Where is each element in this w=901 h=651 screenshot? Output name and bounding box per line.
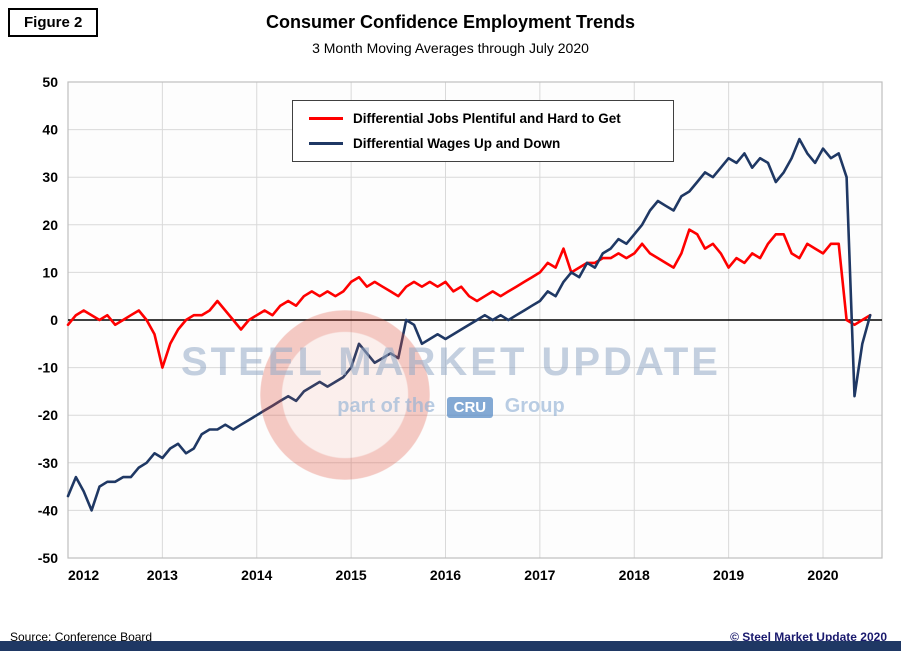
svg-text:40: 40	[42, 122, 58, 138]
chart-subtitle: 3 Month Moving Averages through July 202…	[312, 40, 589, 56]
chart-plot: 50 40 30 20 10 0 -10 -20 -30 -40 -50 2012 2013 2014 20…	[38, 74, 883, 583]
svg-text:0: 0	[50, 312, 58, 328]
chart-title: Consumer Confidence Employment Trends	[265, 12, 636, 32]
svg-text:2012: 2012	[68, 567, 99, 583]
svg-text:2018: 2018	[619, 567, 650, 583]
svg-text:2014: 2014	[241, 567, 272, 583]
legend-item-wages: Differential Wages Up and Down	[309, 136, 657, 151]
svg-text:-20: -20	[38, 407, 58, 423]
svg-text:50: 50	[42, 74, 58, 90]
legend-swatch-wages-line	[309, 142, 343, 145]
legend-label-wages: Differential Wages Up and Down	[353, 136, 561, 151]
bottom-accent-bar	[0, 641, 901, 651]
svg-text:10: 10	[42, 264, 58, 280]
legend-swatch-jobs-line	[309, 117, 343, 120]
svg-text:-40: -40	[38, 502, 58, 518]
svg-text:20: 20	[42, 217, 58, 233]
svg-text:30: 30	[42, 169, 58, 185]
svg-text:2020: 2020	[807, 567, 838, 583]
copyright-note: © Steel Market Update 2020	[730, 630, 887, 644]
svg-text:2019: 2019	[713, 567, 744, 583]
legend-label-jobs: Differential Jobs Plentiful and Hard to …	[353, 111, 621, 126]
svg-text:2013: 2013	[147, 567, 178, 583]
svg-text:2017: 2017	[524, 567, 555, 583]
legend-item-jobs: Differential Jobs Plentiful and Hard to …	[309, 111, 657, 126]
svg-text:-10: -10	[38, 360, 58, 376]
svg-text:2015: 2015	[336, 567, 367, 583]
legend: Differential Jobs Plentiful and Hard to …	[292, 100, 674, 162]
svg-text:-50: -50	[38, 550, 58, 566]
source-note: Source: Conference Board	[10, 630, 153, 644]
chart-area: 50 40 30 20 10 0 -10 -20 -30 -40 -50 2012 2013 2014 20…	[10, 70, 892, 585]
svg-text:-30: -30	[38, 455, 58, 471]
svg-text:2016: 2016	[430, 567, 461, 583]
figure-label: Figure 2	[8, 8, 99, 37]
series-line-1	[66, 137, 872, 512]
series-line-0	[66, 228, 872, 369]
